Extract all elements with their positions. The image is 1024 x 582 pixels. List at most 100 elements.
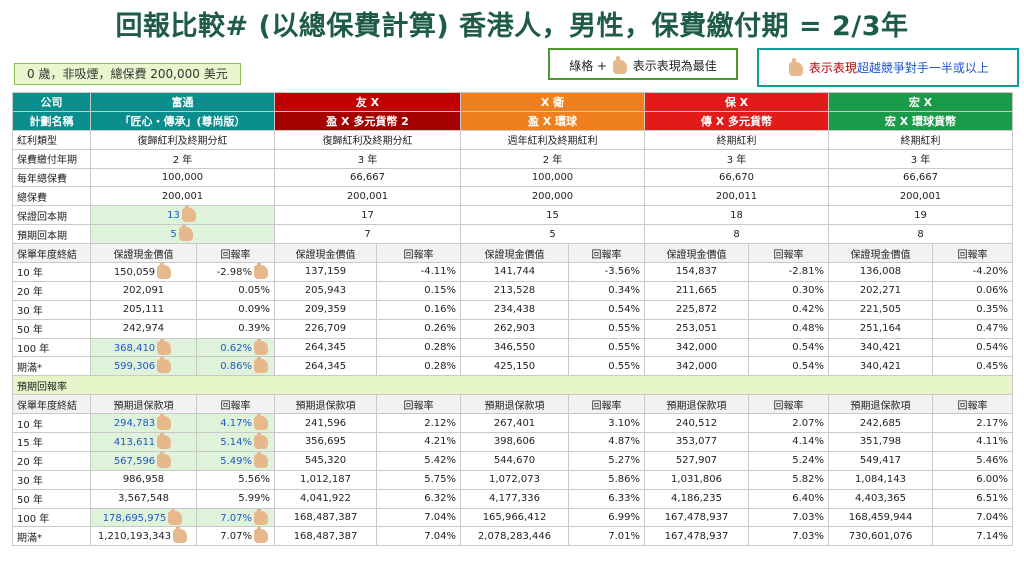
dividend-row: 紅利類型 復歸紅利及終期分紅 復歸紅利及終期分紅 週年紅利及終期紅利 終期紅利 終期紅利 bbox=[12, 129, 1013, 150]
table-cell: 4,186,235 bbox=[644, 488, 749, 509]
table-cell: 240,512 bbox=[644, 413, 749, 434]
table-cell: 0.54% bbox=[748, 337, 829, 358]
table-cell: 2 年 bbox=[90, 148, 275, 169]
table-cell: 168,487,387 bbox=[274, 526, 377, 547]
column-header: 回報率 bbox=[748, 394, 829, 415]
row-label: 50 年 bbox=[12, 318, 91, 339]
table-cell: 復歸紅利及終期分紅 bbox=[90, 129, 275, 150]
table-cell: 241,596 bbox=[274, 413, 377, 434]
table-cell: -4.11% bbox=[376, 262, 461, 282]
thumbs-up-icon bbox=[612, 55, 627, 74]
column-header: 預期退保款項 bbox=[274, 394, 377, 415]
table-cell: 0.28% bbox=[376, 337, 461, 358]
column-header: 回報率 bbox=[932, 243, 1013, 264]
table-cell: -4.20% bbox=[932, 262, 1013, 282]
table-cell: 264,345 bbox=[274, 356, 377, 377]
table-cell: 340,421 bbox=[828, 337, 933, 358]
table-cell: 5 bbox=[460, 224, 645, 245]
table-cell: 66,667 bbox=[828, 167, 1013, 188]
table-cell: 1,031,806 bbox=[644, 469, 749, 490]
table-cell: 6.99% bbox=[568, 507, 645, 528]
row-label: 15 年 bbox=[12, 432, 91, 452]
table-cell: 168,459,944 bbox=[828, 507, 933, 528]
thumbs-up-icon bbox=[157, 357, 172, 374]
row-label: 預期回本期 bbox=[12, 224, 91, 245]
annual-premium-row: 每年總保費 100,000 66,667 100,000 66,670 66,667 bbox=[12, 167, 1013, 188]
table-cell: 342,000 bbox=[644, 356, 749, 377]
table-cell: 136,008 bbox=[828, 262, 933, 282]
table-cell: 221,505 bbox=[828, 299, 933, 320]
table-cell: 7.14% bbox=[932, 526, 1013, 547]
table-cell: 251,164 bbox=[828, 318, 933, 339]
sub-header-row: 保單年度終結 預期退保款項 回報率 預期退保款項 回報率 預期退保款項 回報率 預期退保款項回… bbox=[12, 394, 1013, 415]
company-name: 友 X bbox=[274, 92, 461, 112]
table-cell: 0.55% bbox=[568, 318, 645, 339]
table-cell: 2.07% bbox=[748, 413, 829, 434]
column-header: 預期退保款項 bbox=[828, 394, 933, 415]
table-cell: 413,611 bbox=[90, 432, 197, 452]
thumbs-up-icon bbox=[157, 433, 172, 449]
row-label: 30 年 bbox=[12, 469, 91, 490]
table-cell: 0.42% bbox=[748, 299, 829, 320]
table-cell: 0.26% bbox=[376, 318, 461, 339]
table-cell: 5.42% bbox=[376, 450, 461, 471]
column-header: 保證現金價值 bbox=[644, 243, 749, 264]
column-header: 保證現金價值 bbox=[274, 243, 377, 264]
table-cell: 0.48% bbox=[748, 318, 829, 339]
table-cell: 4.14% bbox=[748, 432, 829, 452]
row-label: 50 年 bbox=[12, 488, 91, 509]
table-row: 15 年 413,611 5.14% 356,695 4.21% 398,606 4.87%… bbox=[12, 432, 1013, 452]
table-cell: 100,000 bbox=[90, 167, 275, 188]
table-cell: 7.04% bbox=[376, 526, 461, 547]
thumbs-up-icon bbox=[789, 57, 804, 76]
table-cell: 200,011 bbox=[644, 186, 829, 207]
thumbs-up-icon bbox=[254, 509, 268, 525]
table-cell: 342,000 bbox=[644, 337, 749, 358]
table-cell: 0.39% bbox=[196, 318, 275, 339]
row-label: 100 年 bbox=[12, 337, 91, 358]
table-row: 30 年 205,111 0.09% 209,359 0.16% 234,438 0.54%… bbox=[12, 299, 1013, 320]
company-name: 宏 X bbox=[828, 92, 1013, 112]
table-cell: 234,438 bbox=[460, 299, 569, 320]
table-cell: 3,567,548 bbox=[90, 488, 197, 509]
table-cell: 6.33% bbox=[568, 488, 645, 509]
table-cell: 356,695 bbox=[274, 432, 377, 452]
thumbs-up-icon bbox=[254, 527, 268, 544]
thumbs-up-icon bbox=[254, 357, 268, 374]
table-cell: 4,041,922 bbox=[274, 488, 377, 509]
column-header: 回報率 bbox=[196, 394, 275, 415]
table-cell: 7.04% bbox=[932, 507, 1013, 528]
column-header: 預期退保款項 bbox=[460, 394, 569, 415]
table-cell: 5.27% bbox=[568, 450, 645, 471]
table-cell: 7.07% bbox=[196, 507, 275, 528]
total-premium-row: 總保費 200,001 200,001 200,000 200,011 200,001 bbox=[12, 186, 1013, 207]
row-label: 20 年 bbox=[12, 280, 91, 301]
column-header: 回報率 bbox=[932, 394, 1013, 415]
table-cell: 346,550 bbox=[460, 337, 569, 358]
table-cell: 205,111 bbox=[90, 299, 197, 320]
table-cell: 137,159 bbox=[274, 262, 377, 282]
plan-name: 宏 X 環球貨幣 bbox=[828, 110, 1013, 131]
table-cell: 66,670 bbox=[644, 167, 829, 188]
thumbs-up-icon bbox=[178, 225, 193, 242]
table-row: 50 年 3,567,548 5.99% 4,041,922 6.32% 4,177,33… bbox=[12, 488, 1013, 509]
table-cell: 168,487,387 bbox=[274, 507, 377, 528]
thumbs-up-icon bbox=[157, 339, 172, 355]
table-cell: 545,320 bbox=[274, 450, 377, 471]
table-cell: -2.81% bbox=[748, 262, 829, 282]
table-cell: 1,210,193,343 bbox=[90, 526, 197, 547]
table-cell: 17 bbox=[274, 205, 461, 226]
table-cell: 4.17% bbox=[196, 413, 275, 434]
table-cell: 終期紅利 bbox=[644, 129, 829, 150]
column-header: 回報率 bbox=[196, 243, 275, 264]
table-cell: 353,077 bbox=[644, 432, 749, 452]
table-cell: 7.04% bbox=[376, 507, 461, 528]
table-cell: 0.47% bbox=[932, 318, 1013, 339]
section-header: 預期回報率 bbox=[12, 375, 1013, 396]
table-cell: 0.45% bbox=[932, 356, 1013, 377]
table-cell: 0.54% bbox=[932, 337, 1013, 358]
table-row: 30 年 986,958 5.56% 1,012,187 5.75% 1,072,073 5… bbox=[12, 469, 1013, 490]
table-cell: 225,872 bbox=[644, 299, 749, 320]
